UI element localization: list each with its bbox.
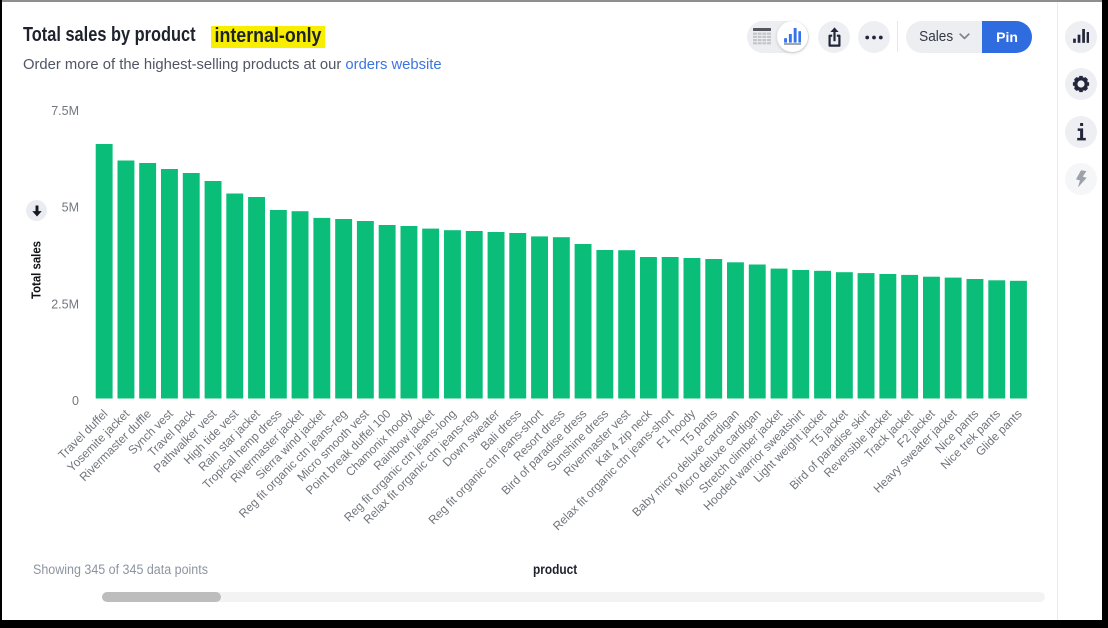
svg-text:7.5M: 7.5M	[51, 104, 79, 118]
svg-text:5M: 5M	[62, 201, 79, 215]
svg-text:2.5M: 2.5M	[51, 297, 79, 311]
svg-text:0: 0	[72, 394, 79, 408]
